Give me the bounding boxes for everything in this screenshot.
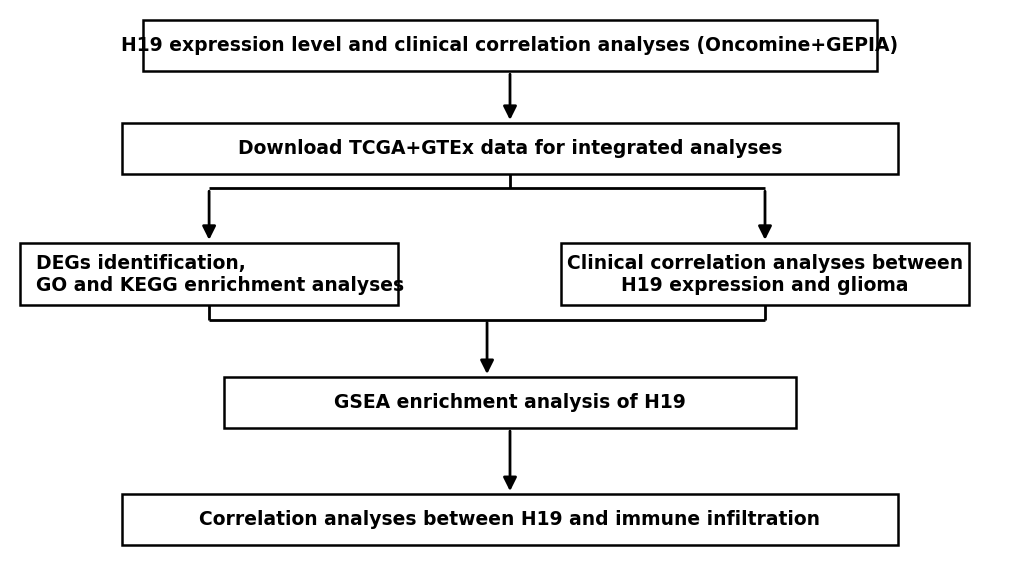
Text: GSEA enrichment analysis of H19: GSEA enrichment analysis of H19	[334, 393, 685, 412]
FancyBboxPatch shape	[560, 243, 968, 305]
FancyBboxPatch shape	[122, 494, 897, 545]
Text: Download TCGA+GTEx data for integrated analyses: Download TCGA+GTEx data for integrated a…	[237, 139, 782, 158]
FancyBboxPatch shape	[20, 243, 397, 305]
FancyBboxPatch shape	[224, 377, 795, 428]
Text: Clinical correlation analyses between
H19 expression and glioma: Clinical correlation analyses between H1…	[567, 254, 962, 295]
Text: H19 expression level and clinical correlation analyses (Oncomine+GEPIA): H19 expression level and clinical correl…	[121, 36, 898, 55]
Text: Correlation analyses between H19 and immune infiltration: Correlation analyses between H19 and imm…	[200, 510, 819, 529]
FancyBboxPatch shape	[143, 20, 876, 71]
FancyBboxPatch shape	[122, 123, 897, 174]
Text: DEGs identification,
GO and KEGG enrichment analyses: DEGs identification, GO and KEGG enrichm…	[36, 254, 404, 295]
